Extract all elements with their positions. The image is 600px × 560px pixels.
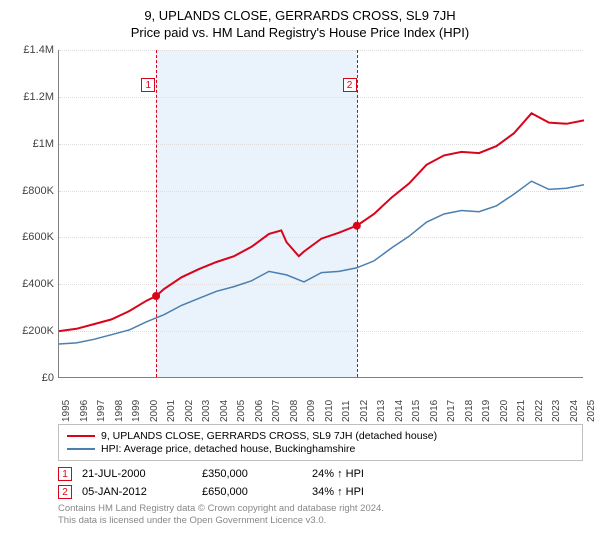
chart-marker: 2 [343, 78, 357, 92]
x-tick-label: 2001 [166, 400, 168, 422]
x-tick-label: 1997 [96, 400, 98, 422]
legend-label: HPI: Average price, detached house, Buck… [101, 443, 355, 455]
x-tick-label: 2022 [534, 400, 536, 422]
x-tick-label: 2018 [464, 400, 466, 422]
x-tick-label: 2003 [201, 400, 203, 422]
x-tick-label: 2013 [376, 400, 378, 422]
x-tick-label: 2008 [289, 400, 291, 422]
y-tick-label: £0 [10, 372, 54, 384]
sale-marker: 2 [58, 485, 72, 499]
x-axis-labels: 1995199619971998199920002001200220032004… [58, 380, 583, 418]
x-tick-label: 2009 [306, 400, 308, 422]
x-tick-label: 2024 [569, 400, 571, 422]
y-tick-label: £1M [10, 138, 54, 150]
y-tick-label: £800K [10, 185, 54, 197]
footer-line: This data is licensed under the Open Gov… [58, 515, 583, 527]
x-tick-label: 2010 [324, 400, 326, 422]
page-subtitle: Price paid vs. HM Land Registry's House … [10, 25, 590, 40]
x-tick-label: 1995 [61, 400, 63, 422]
x-tick-label: 2016 [429, 400, 431, 422]
sales-row: 2 05-JAN-2012 £650,000 34% ↑ HPI [58, 485, 583, 499]
chart-container: 9, UPLANDS CLOSE, GERRARDS CROSS, SL9 7J… [0, 0, 600, 560]
x-tick-label: 1998 [114, 400, 116, 422]
sale-date: 21-JUL-2000 [82, 468, 192, 480]
x-tick-label: 1999 [131, 400, 133, 422]
legend-item-subject: 9, UPLANDS CLOSE, GERRARDS CROSS, SL9 7J… [67, 430, 574, 442]
line-series [59, 50, 584, 378]
x-tick-label: 2012 [359, 400, 361, 422]
x-tick-label: 2021 [516, 400, 518, 422]
y-tick-label: £400K [10, 278, 54, 290]
sale-price: £650,000 [202, 486, 302, 498]
x-tick-label: 2007 [271, 400, 273, 422]
y-tick-label: £1.2M [10, 91, 54, 103]
x-tick-label: 2011 [341, 400, 343, 422]
x-tick-label: 2025 [586, 400, 588, 422]
legend-item-hpi: HPI: Average price, detached house, Buck… [67, 443, 574, 455]
plot-area: 12 [58, 50, 583, 378]
legend-swatch [67, 448, 95, 450]
sales-table: 1 21-JUL-2000 £350,000 24% ↑ HPI 2 05-JA… [58, 467, 583, 499]
sale-date: 05-JAN-2012 [82, 486, 192, 498]
x-tick-label: 2015 [411, 400, 413, 422]
y-tick-label: £600K [10, 231, 54, 243]
sale-price: £350,000 [202, 468, 302, 480]
x-tick-label: 2002 [184, 400, 186, 422]
x-tick-label: 1996 [79, 400, 81, 422]
y-tick-label: £1.4M [10, 44, 54, 56]
legend-label: 9, UPLANDS CLOSE, GERRARDS CROSS, SL9 7J… [101, 430, 437, 442]
chart-marker: 1 [141, 78, 155, 92]
x-tick-label: 2006 [254, 400, 256, 422]
x-tick-label: 2005 [236, 400, 238, 422]
chart-area: £0£200K£400K£600K£800K£1M£1.2M£1.4M 12 1… [10, 48, 590, 418]
sales-row: 1 21-JUL-2000 £350,000 24% ↑ HPI [58, 467, 583, 481]
y-tick-label: £200K [10, 325, 54, 337]
footer-line: Contains HM Land Registry data © Crown c… [58, 503, 583, 515]
x-tick-label: 2004 [219, 400, 221, 422]
x-tick-label: 2020 [499, 400, 501, 422]
x-tick-label: 2000 [149, 400, 151, 422]
footer-attribution: Contains HM Land Registry data © Crown c… [58, 503, 583, 528]
page-title: 9, UPLANDS CLOSE, GERRARDS CROSS, SL9 7J… [10, 8, 590, 23]
x-tick-label: 2014 [394, 400, 396, 422]
sale-pct: 34% ↑ HPI [312, 486, 372, 498]
legend-box: 9, UPLANDS CLOSE, GERRARDS CROSS, SL9 7J… [58, 424, 583, 461]
x-tick-label: 2017 [446, 400, 448, 422]
x-tick-label: 2019 [481, 400, 483, 422]
x-tick-label: 2023 [551, 400, 553, 422]
sale-marker: 1 [58, 467, 72, 481]
sale-pct: 24% ↑ HPI [312, 468, 372, 480]
legend-swatch [67, 435, 95, 437]
